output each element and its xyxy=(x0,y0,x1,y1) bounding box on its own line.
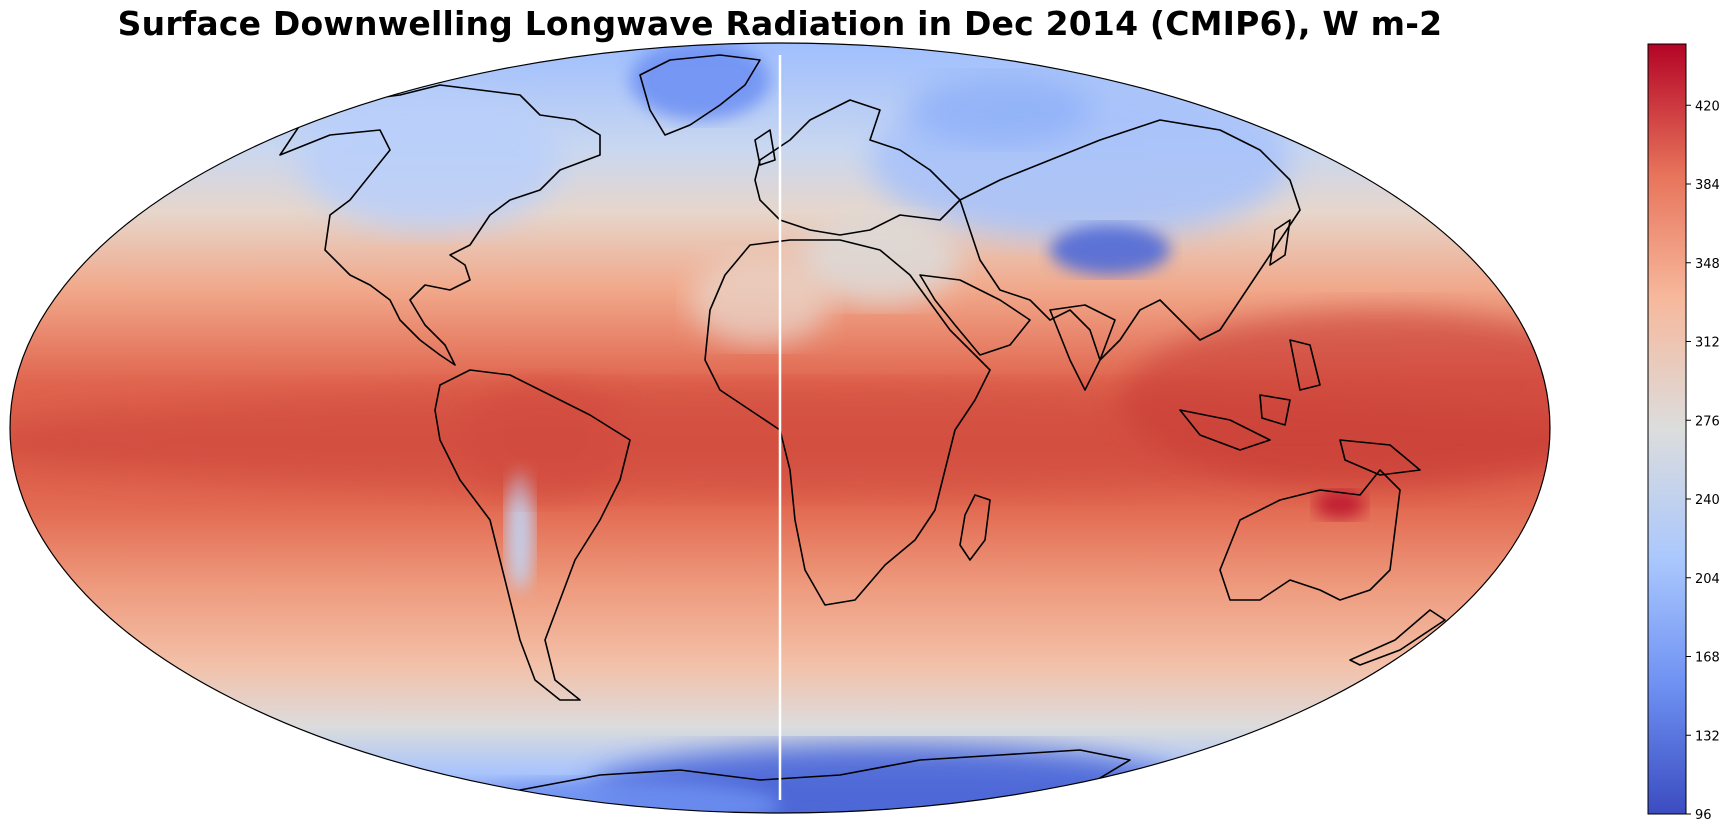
colorbar-tick-label: 168 xyxy=(1695,651,1720,666)
coastline-japan xyxy=(1269,219,1291,266)
coastline-south-america xyxy=(434,369,631,701)
colorbar-ticks: 96 132 168 204 240 276 312 348 384 420 xyxy=(1686,99,1720,823)
coastline-north-america xyxy=(279,84,601,366)
coastline-africa xyxy=(704,239,991,606)
colorbar-tick-label: 96 xyxy=(1695,808,1712,823)
coastline-madagascar xyxy=(959,494,991,561)
map-title: Surface Downwelling Longwave Radiation i… xyxy=(117,4,1443,43)
coastline-greenland xyxy=(639,54,761,136)
coastline-australia xyxy=(1219,469,1401,601)
colorbar-tick-label: 348 xyxy=(1695,257,1720,272)
colorbar: 96 132 168 204 240 276 312 348 384 420 xyxy=(1647,43,1720,823)
colorbar-tick-label: 276 xyxy=(1695,414,1720,429)
coastline-indonesia xyxy=(1179,339,1421,476)
coastline-new-zealand xyxy=(1349,609,1446,666)
coastline-uk xyxy=(754,129,776,166)
coastline-india xyxy=(1049,304,1116,391)
coastline-arabia xyxy=(919,274,1031,356)
colorbar-gradient xyxy=(1647,43,1687,815)
coastlines xyxy=(279,54,1446,813)
coastline-europe xyxy=(754,99,961,236)
globe-outline xyxy=(9,42,1551,814)
radiation-field xyxy=(10,43,1550,813)
colorbar-tick-label: 384 xyxy=(1695,178,1720,193)
colorbar-tick-label: 420 xyxy=(1695,99,1720,114)
colorbar-tick-label: 240 xyxy=(1695,493,1720,508)
colorbar-tick-label: 132 xyxy=(1695,729,1720,744)
colorbar-tick-label: 312 xyxy=(1695,336,1720,351)
coastline-antarctica xyxy=(519,749,1131,813)
colorbar-tick-label: 204 xyxy=(1695,572,1720,587)
